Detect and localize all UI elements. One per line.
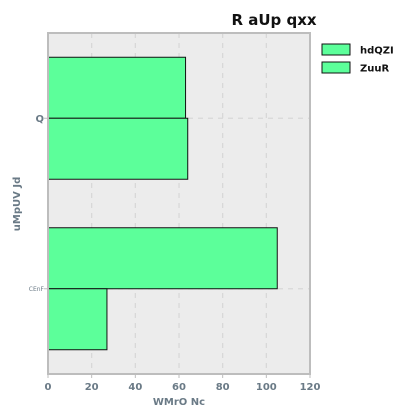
plot-area [47, 32, 311, 375]
legend-swatch [321, 61, 351, 74]
chart-title: R aUp qxx [231, 11, 316, 29]
y-tick-label: CEnF [29, 286, 45, 293]
x-axis-ticks: 0 20 40 60 80 100 120 [45, 374, 321, 393]
x-tick-label: 20 [85, 382, 99, 393]
legend: hdQZI ZuuR [321, 43, 394, 75]
x-tick-label: 60 [172, 382, 186, 393]
x-tick-label: 0 [45, 382, 52, 393]
x-tick-label: 100 [256, 382, 277, 393]
bar-hdQZI-CEnF [47, 227, 278, 290]
y-axis-ticks: Q CEnF [29, 114, 48, 293]
bar-hdQZI-Q [47, 56, 187, 119]
bar-ZuuR-Q [47, 117, 189, 180]
legend-swatch [321, 43, 351, 56]
y-axis-label: uMpUV Jd [12, 177, 23, 231]
legend-label: hdQZI [360, 46, 394, 57]
x-tick-label: 40 [128, 382, 142, 393]
bar-ZuuR-CEnF [47, 288, 108, 351]
x-tick-label: 80 [216, 382, 230, 393]
bars [47, 56, 278, 351]
y-tick-label: Q [35, 114, 44, 125]
x-tick-label: 120 [300, 382, 321, 393]
x-axis-label: WMrO Nc [153, 397, 205, 408]
legend-label: ZuuR [360, 64, 389, 75]
